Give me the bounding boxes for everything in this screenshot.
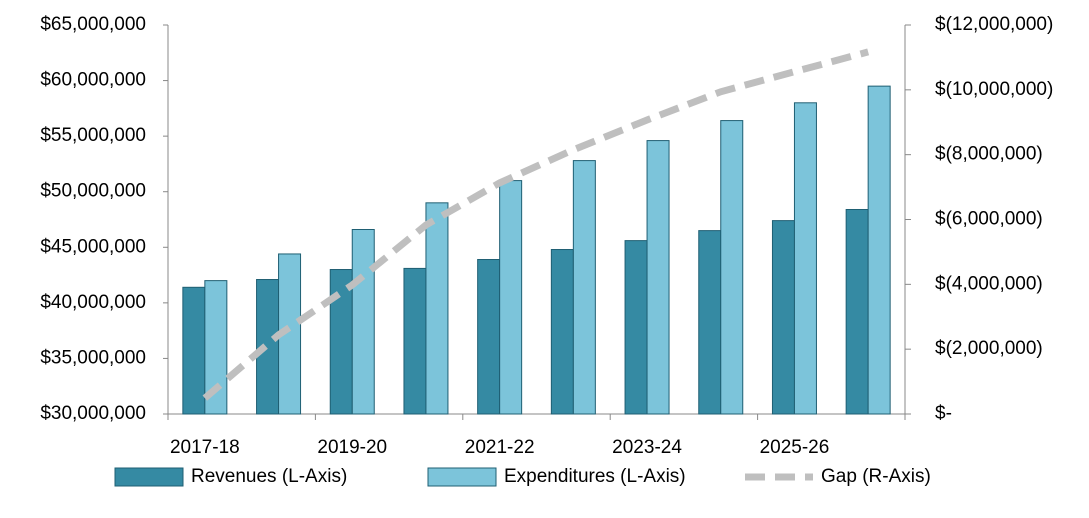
bar [182,286,206,415]
bar [845,208,869,415]
bar [698,230,722,415]
bar [793,102,817,415]
y2-tick-label: $(2,000,000) [935,338,1043,359]
bar [572,160,596,415]
bar [867,85,891,415]
x-tick-label: 2021-22 [465,437,535,458]
bar [771,220,795,415]
y2-tick-label: $(6,000,000) [935,209,1043,230]
y2-tick-label: $(10,000,000) [935,79,1053,100]
y-tick-label: $30,000,000 [40,403,146,424]
y-tick-label: $55,000,000 [40,125,146,146]
y-tick-label: $35,000,000 [40,347,146,368]
bar [720,120,744,415]
bar [624,240,648,415]
legend-swatch [427,467,497,487]
bar [204,280,228,415]
bar [329,269,353,415]
bar [351,229,375,415]
x-tick-label: 2017-18 [170,437,240,458]
y-tick-label: $40,000,000 [40,292,146,313]
y-tick-label: $65,000,000 [40,14,146,35]
bar [646,140,670,415]
y2-tick-label: $(12,000,000) [935,14,1053,35]
gap-line [202,48,870,401]
legend-label: Gap (R-Axis) [821,466,931,487]
x-tick-label: 2019-20 [317,437,387,458]
bar [403,267,427,415]
y-tick-label: $45,000,000 [40,236,146,257]
legend-swatch [114,467,184,487]
y-tick-label: $60,000,000 [40,70,146,91]
legend-label: Revenues (L-Axis) [191,466,347,487]
legend-label: Expenditures (L-Axis) [504,466,686,487]
x-tick-label: 2025-26 [760,437,830,458]
y-tick-label: $50,000,000 [40,181,146,202]
bar [499,180,523,415]
y2-tick-label: $(8,000,000) [935,144,1043,165]
x-tick-label: 2023-24 [612,437,682,458]
bar [477,259,501,415]
y2-tick-label: $(4,000,000) [935,273,1043,294]
bar [425,202,449,415]
y2-tick-label: $- [935,403,952,424]
bar [550,249,574,415]
